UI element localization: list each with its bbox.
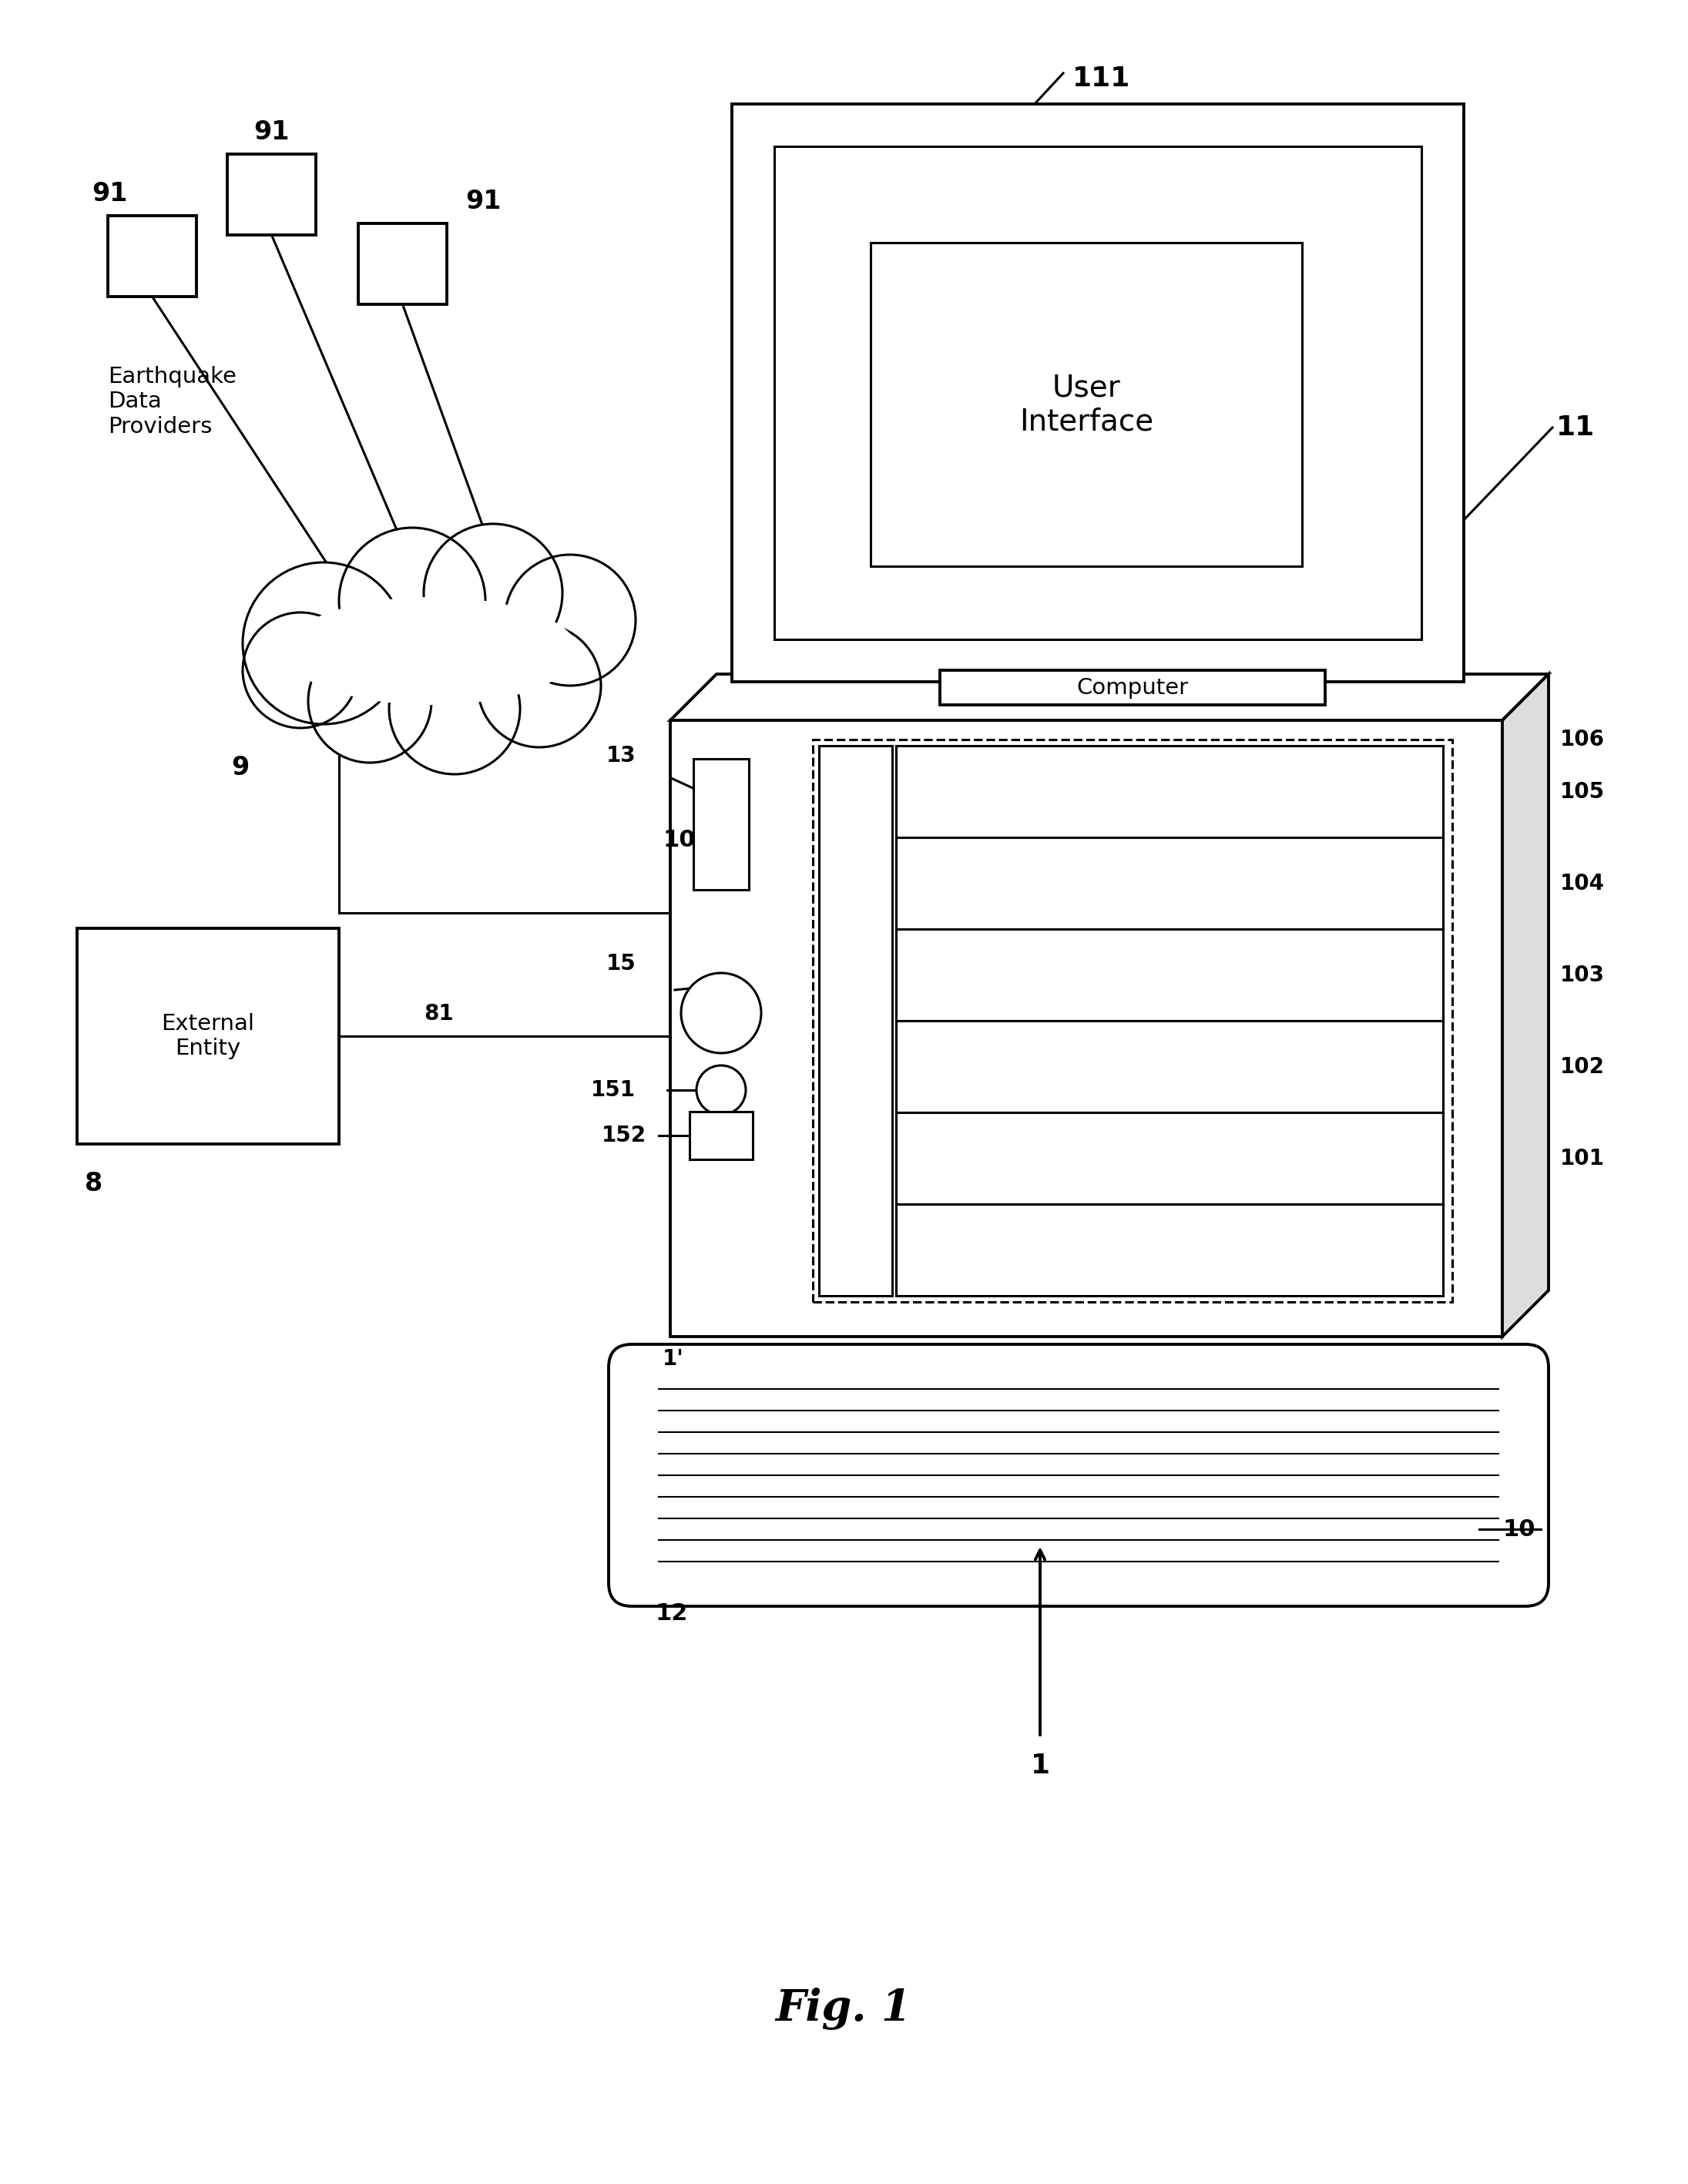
Circle shape — [388, 644, 520, 773]
Text: 111: 111 — [1072, 66, 1131, 92]
FancyBboxPatch shape — [108, 216, 196, 297]
Text: Fig. 1: Fig. 1 — [775, 1987, 912, 2029]
Text: 152: 152 — [601, 1125, 647, 1147]
Text: 100: 100 — [663, 830, 712, 852]
FancyBboxPatch shape — [358, 223, 447, 304]
Text: 101: 101 — [1560, 1147, 1605, 1168]
FancyBboxPatch shape — [689, 1112, 753, 1160]
Text: Control Module: Control Module — [849, 968, 863, 1072]
Text: Earthquake
Data
Providers: Earthquake Data Providers — [108, 367, 236, 437]
Text: 13: 13 — [606, 745, 636, 767]
Text: Application Module: Application Module — [1092, 784, 1246, 799]
Text: 15: 15 — [606, 952, 636, 974]
Polygon shape — [670, 675, 1548, 721]
Polygon shape — [1502, 675, 1548, 1337]
FancyBboxPatch shape — [871, 242, 1301, 566]
Circle shape — [697, 1066, 746, 1114]
Circle shape — [478, 625, 601, 747]
Text: 104: 104 — [1560, 871, 1605, 893]
Text: 103: 103 — [1560, 963, 1605, 985]
Text: 11: 11 — [1556, 415, 1595, 441]
FancyBboxPatch shape — [940, 670, 1325, 705]
Text: 1: 1 — [1030, 1752, 1050, 1778]
Circle shape — [424, 524, 562, 662]
Text: 81: 81 — [424, 1002, 454, 1024]
FancyBboxPatch shape — [78, 928, 339, 1144]
FancyBboxPatch shape — [814, 740, 1452, 1302]
Text: 105: 105 — [1560, 780, 1605, 802]
Text: 1': 1' — [663, 1348, 684, 1369]
Text: 9: 9 — [231, 756, 250, 780]
Text: Earthquake Data Module: Earthquake Data Module — [1070, 1059, 1269, 1075]
FancyBboxPatch shape — [896, 1203, 1443, 1295]
FancyBboxPatch shape — [228, 155, 316, 236]
FancyBboxPatch shape — [896, 1020, 1443, 1112]
Circle shape — [505, 555, 636, 686]
FancyBboxPatch shape — [819, 745, 893, 1295]
Text: 151: 151 — [591, 1079, 636, 1101]
FancyBboxPatch shape — [609, 1345, 1548, 1605]
Text: Computer: Computer — [1077, 677, 1188, 699]
FancyBboxPatch shape — [896, 928, 1443, 1020]
Circle shape — [243, 612, 358, 727]
Circle shape — [243, 561, 405, 725]
Text: Intensity Calc. Module: Intensity Calc. Module — [1080, 968, 1258, 983]
Circle shape — [339, 529, 486, 675]
FancyBboxPatch shape — [896, 745, 1443, 836]
Text: Payout Module: Payout Module — [1111, 1151, 1229, 1166]
Text: 91: 91 — [466, 188, 501, 214]
Ellipse shape — [285, 596, 577, 705]
FancyBboxPatch shape — [896, 1112, 1443, 1203]
FancyBboxPatch shape — [670, 721, 1502, 1337]
Text: User
Interface: User Interface — [1020, 373, 1153, 437]
Text: Index Calculation Module: Index Calculation Module — [1069, 876, 1271, 891]
Text: 91: 91 — [91, 181, 128, 207]
Text: 8: 8 — [84, 1171, 103, 1197]
Text: 10: 10 — [1502, 1518, 1534, 1540]
FancyBboxPatch shape — [896, 836, 1443, 928]
FancyBboxPatch shape — [694, 758, 749, 889]
FancyBboxPatch shape — [733, 105, 1463, 681]
Text: 91: 91 — [253, 120, 289, 144]
FancyBboxPatch shape — [775, 146, 1421, 640]
Circle shape — [680, 974, 761, 1053]
Text: External
Entity: External Entity — [162, 1013, 255, 1059]
Text: 12: 12 — [655, 1603, 687, 1625]
Text: 102: 102 — [1560, 1055, 1605, 1077]
Circle shape — [309, 640, 432, 762]
Text: Portfolio Definition Module: Portfolio Definition Module — [1063, 1243, 1276, 1258]
Text: 106: 106 — [1560, 729, 1605, 751]
